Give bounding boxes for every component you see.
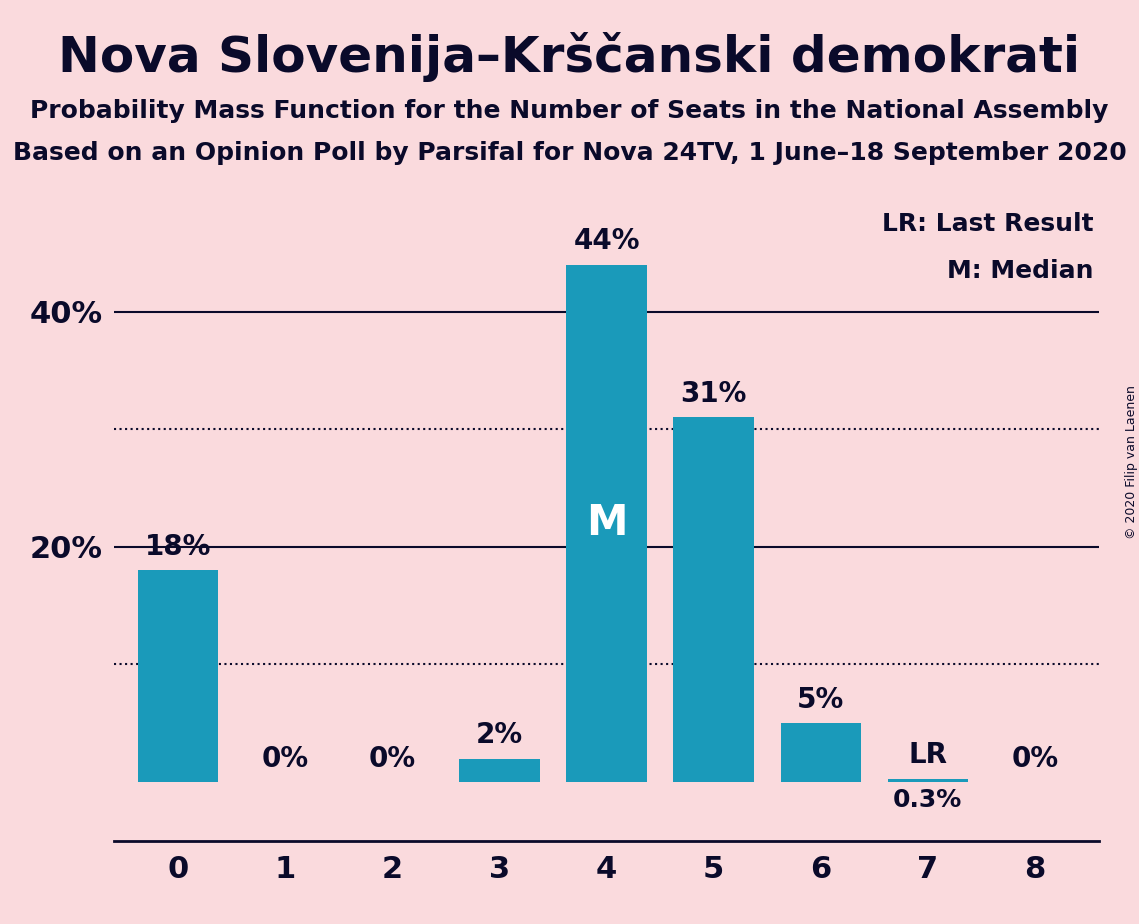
Bar [566,264,647,782]
Text: 0.3%: 0.3% [893,788,962,812]
Bar [887,779,968,782]
Text: 5%: 5% [797,686,844,714]
Text: Probability Mass Function for the Number of Seats in the National Assembly: Probability Mass Function for the Number… [31,99,1108,123]
Text: Based on an Opinion Poll by Parsifal for Nova 24TV, 1 June–18 September 2020: Based on an Opinion Poll by Parsifal for… [13,141,1126,165]
Text: LR: Last Result: LR: Last Result [882,212,1093,236]
Text: 0%: 0% [1011,745,1058,772]
Text: LR: LR [908,741,948,769]
Bar [459,759,540,782]
Text: M: M [585,503,628,544]
Text: 0%: 0% [369,745,416,772]
Text: 18%: 18% [145,533,212,561]
Text: M: Median: M: Median [948,259,1093,283]
Text: 0%: 0% [262,745,309,772]
Text: Nova Slovenija–Krščanski demokrati: Nova Slovenija–Krščanski demokrati [58,32,1081,82]
Text: 44%: 44% [573,227,640,255]
Bar [138,570,219,782]
Text: © 2020 Filip van Laenen: © 2020 Filip van Laenen [1124,385,1138,539]
Bar [673,418,754,782]
Bar [780,723,861,782]
Text: 2%: 2% [476,721,523,749]
Text: 31%: 31% [680,380,747,408]
